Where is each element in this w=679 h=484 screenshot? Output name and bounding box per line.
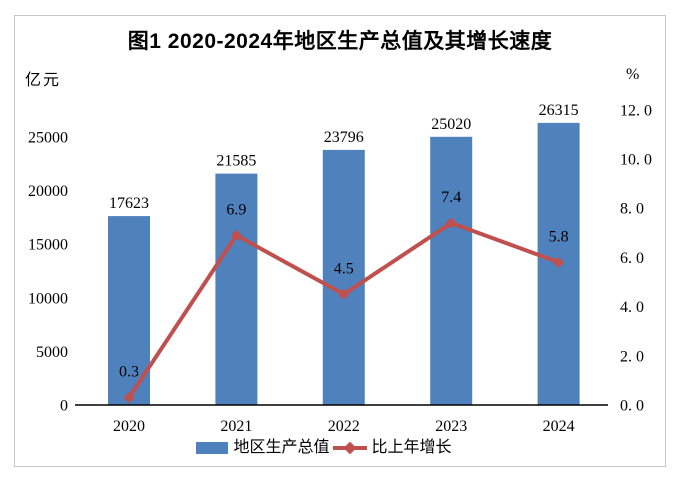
bar-value-label-2023: 25020 <box>431 116 471 133</box>
line-value-label-2021: 6.9 <box>226 201 246 218</box>
legend-diamond-icon <box>343 441 356 455</box>
right-axis-unit: % <box>626 66 640 83</box>
marker-2023 <box>445 217 457 229</box>
legend-line-marker-icon <box>332 441 367 455</box>
left-axis-tick-15000: 15000 <box>28 237 68 254</box>
line-value-label-2024: 5.8 <box>549 228 569 245</box>
line-value-label-2020: 0.3 <box>119 364 139 381</box>
marker-2021 <box>230 229 242 241</box>
chart-title: 图1 2020-2024年地区生产总值及其增长速度 <box>127 30 553 53</box>
x-axis-label-2021: 2021 <box>220 418 252 435</box>
line-value-label-2022: 4.5 <box>334 260 354 277</box>
left-axis-tick-10000: 10000 <box>28 290 68 307</box>
right-axis-tick-10: 10. 0 <box>620 152 652 169</box>
right-axis-tick-2: 2. 0 <box>620 348 644 365</box>
bar-2023 <box>430 136 473 406</box>
marker-2024 <box>553 256 565 268</box>
x-axis-label-2023: 2023 <box>435 418 467 435</box>
left-axis-tick-5000: 5000 <box>36 344 68 361</box>
bar-2022 <box>322 149 365 405</box>
legend-line-label: 比上年增长 <box>371 439 452 456</box>
right-axis-tick-0: 0. 0 <box>620 398 644 415</box>
x-axis-label-2024: 2024 <box>543 418 575 435</box>
bar-value-label-2020: 17623 <box>109 195 149 212</box>
legend-bar-swatch-icon <box>196 442 229 454</box>
line-value-label-2023: 7.4 <box>441 189 461 206</box>
left-axis-unit: 亿元 <box>25 72 62 89</box>
left-axis-tick-20000: 20000 <box>28 183 68 200</box>
marker-2022 <box>338 288 350 300</box>
left-axis-tick-0: 0 <box>60 398 68 415</box>
bar-value-label-2021: 21585 <box>216 153 256 170</box>
bar-value-label-2024: 26315 <box>539 102 579 119</box>
marker-2020 <box>123 392 135 404</box>
right-axis-tick-8: 8. 0 <box>620 201 644 218</box>
chart-legend: 地区生产总值 比上年增长 <box>14 439 634 457</box>
right-axis-tick-12: 12. 0 <box>620 102 652 119</box>
legend-bar-label: 地区生产总值 <box>233 439 330 456</box>
right-axis-tick-6: 6. 0 <box>620 250 644 267</box>
x-axis-label-2022: 2022 <box>328 418 360 435</box>
left-axis-tick-25000: 25000 <box>28 130 68 147</box>
x-axis-label-2020: 2020 <box>113 418 145 435</box>
right-axis-tick-4: 4. 0 <box>620 299 644 316</box>
bar-2021 <box>215 173 258 405</box>
bar-value-label-2022: 23796 <box>324 129 364 146</box>
